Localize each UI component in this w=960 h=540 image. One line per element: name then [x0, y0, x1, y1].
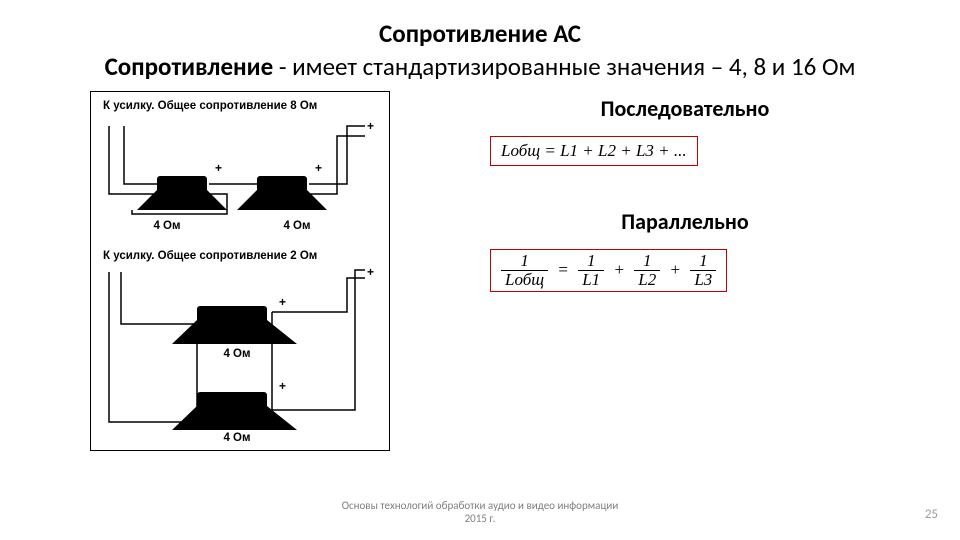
- parallel-heading: Параллельно: [450, 208, 920, 235]
- plus-icon: +: [279, 295, 286, 309]
- series-circuit: + + + 4 Ом 4 Ом: [97, 114, 377, 232]
- title-line-1: Сопротивление АС: [0, 18, 960, 51]
- plus-icon: +: [279, 379, 286, 393]
- series-heading: Последовательно: [450, 95, 920, 122]
- series-speaker1-label: 4 Ом: [97, 220, 237, 232]
- circuits-panel: К усилку. Общее сопротивление 8 Ом: [90, 91, 390, 451]
- page-number: 25: [925, 507, 938, 522]
- parallel-speaker-top-label: 4 Ом: [97, 348, 377, 360]
- plus-icon: +: [315, 161, 322, 175]
- title-bold: Сопротивление: [105, 51, 274, 82]
- frac-t1: 1 L1: [578, 252, 604, 289]
- plus-icon: +: [367, 119, 374, 133]
- plus-icon: +: [215, 161, 222, 175]
- parallel-formula: 1 Lобщ = 1 L1 + 1 L2 + 1 L3: [490, 249, 727, 292]
- title-block: Сопротивление АС Сопротивление - имеет с…: [0, 0, 960, 83]
- title-rest: - имеет стандартизированные значения – 4…: [273, 51, 855, 82]
- plus-icon: +: [367, 265, 374, 279]
- plus-sign: +: [665, 260, 687, 279]
- frac-t3: 1 L3: [690, 252, 716, 289]
- title-line-2: Сопротивление - имеет стандартизированны…: [0, 51, 960, 84]
- footer-line-2: 2015 г.: [465, 512, 496, 525]
- plus-sign: +: [608, 260, 630, 279]
- series-formula-text: Lобщ = L1 + L2 + L3 + ...: [501, 141, 687, 160]
- frac-lhs: 1 Lобщ: [501, 252, 548, 289]
- formulas-panel: Последовательно Lобщ = L1 + L2 + L3 + ..…: [390, 91, 920, 451]
- equals-sign: =: [552, 260, 574, 279]
- frac-t2: 1 L2: [634, 252, 660, 289]
- parallel-circuit-caption: К усилку. Общее сопротивление 2 Ом: [97, 250, 383, 264]
- parallel-circuit: + + + 4 Ом 4 Ом: [97, 264, 377, 444]
- footer: Основы технологий обработки аудио и виде…: [0, 499, 960, 527]
- content-row: К усилку. Общее сопротивление 8 Ом: [0, 83, 960, 451]
- series-circuit-caption: К усилку. Общее сопротивление 8 Ом: [97, 100, 383, 114]
- series-formula: Lобщ = L1 + L2 + L3 + ...: [490, 136, 698, 166]
- series-speaker2-label: 4 Ом: [237, 220, 357, 232]
- footer-line-1: Основы технологий обработки аудио и виде…: [342, 499, 619, 512]
- parallel-speaker-bot-label: 4 Ом: [97, 432, 377, 444]
